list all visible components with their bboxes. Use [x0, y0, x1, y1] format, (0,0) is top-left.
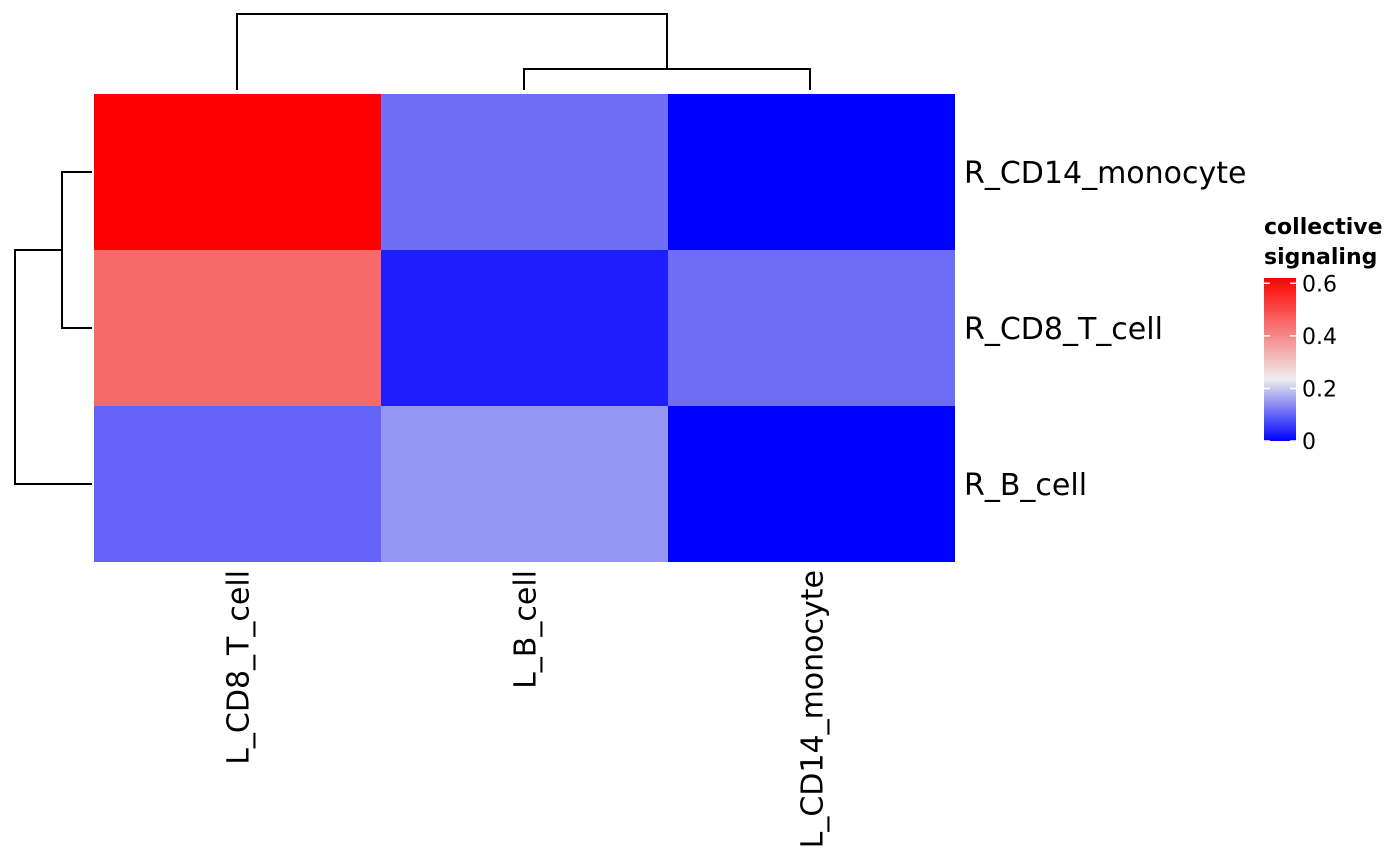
heatmap-cell	[94, 94, 381, 250]
row-label: R_CD8_T_cell	[964, 312, 1163, 347]
legend-title-line-2: signaling	[1264, 245, 1377, 270]
heatmap-cells	[94, 94, 955, 562]
heatmap-cell	[668, 406, 955, 562]
row-label: R_B_cell	[964, 468, 1087, 503]
legend-title-line-1: collective	[1264, 215, 1383, 240]
row-labels: R_CD14_monocyte R_CD8_T_cell R_B_cell	[964, 156, 1246, 503]
color-legend: collective signaling 0.6 0.4 0.2 0	[1264, 215, 1383, 455]
heatmap-cell	[668, 250, 955, 406]
legend-color-bar	[1264, 278, 1296, 441]
heatmap-cell	[381, 406, 668, 562]
heatmap-cell	[668, 94, 955, 250]
heatmap-cell	[381, 94, 668, 250]
legend-tick-label: 0.4	[1302, 325, 1337, 350]
legend-tick-label: 0.2	[1302, 377, 1337, 402]
legend-tick-label: 0.6	[1302, 272, 1337, 297]
column-label: L_CD14_monocyte	[796, 570, 831, 848]
legend-ticks: 0.6 0.4 0.2 0	[1264, 272, 1337, 455]
column-label: L_B_cell	[509, 570, 544, 689]
column-label: L_CD8_T_cell	[222, 570, 257, 765]
row-label: R_CD14_monocyte	[964, 156, 1246, 191]
heatmap-cell	[381, 250, 668, 406]
column-dendrogram	[236, 13, 811, 90]
legend-tick-label: 0	[1302, 430, 1316, 455]
heatmap-cell	[94, 250, 381, 406]
heatmap-cell	[94, 406, 381, 562]
column-labels: L_CD8_T_cell L_B_cell L_CD14_monocyte	[222, 570, 831, 848]
row-dendrogram	[14, 171, 92, 485]
